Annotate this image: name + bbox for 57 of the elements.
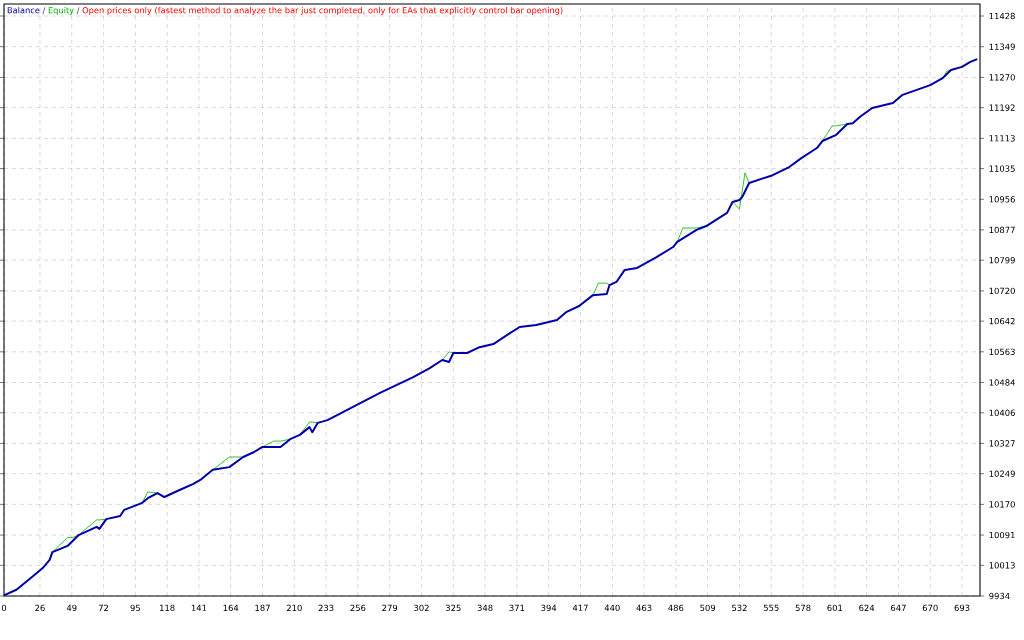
y-tick-label: 10956 bbox=[989, 196, 1015, 203]
x-tick-label: 49 bbox=[66, 604, 77, 612]
x-tick-label: 118 bbox=[160, 604, 175, 612]
x-tick-label: 417 bbox=[572, 604, 588, 611]
y-tick-label: 10720 bbox=[989, 287, 1015, 295]
x-tick-label: 187 bbox=[255, 604, 270, 612]
y-tick-label: 10249 bbox=[989, 470, 1015, 477]
y-tick-label: 10484 bbox=[989, 379, 1015, 386]
x-tick-label: 601 bbox=[827, 604, 843, 612]
x-tick-label: 440 bbox=[604, 604, 620, 612]
x-tick-label: 486 bbox=[668, 604, 684, 612]
annotation: / bbox=[76, 7, 80, 14]
x-tick-label: 0 bbox=[1, 604, 7, 612]
chart-title: Open prices only (fastest method to analyze the bar just completed, only for EAs that explicitly control bar opening) bbox=[82, 6, 563, 15]
y-tick-label: 11428 bbox=[989, 12, 1015, 20]
y-tick-label: 9934 bbox=[989, 592, 1010, 600]
y-tick-label: 10642 bbox=[989, 317, 1015, 325]
x-tick-label: 26 bbox=[35, 604, 45, 612]
x-tick-label: 624 bbox=[859, 604, 875, 612]
x-tick-label: 578 bbox=[795, 604, 811, 612]
y-tick-label: 11270 bbox=[989, 74, 1015, 81]
x-tick-label: 693 bbox=[954, 604, 970, 612]
x-tick-label: 509 bbox=[700, 604, 716, 612]
annotation: / bbox=[42, 7, 46, 14]
x-tick-label: 463 bbox=[636, 604, 652, 612]
x-tick-label: 72 bbox=[98, 604, 109, 611]
y-tick-label: 11113 bbox=[989, 135, 1015, 142]
y-tick-label: 10799 bbox=[989, 257, 1015, 264]
x-tick-label: 256 bbox=[350, 604, 366, 612]
x-tick-label: 371 bbox=[509, 604, 525, 612]
y-tick-label: 11349 bbox=[989, 43, 1015, 50]
text: Balance bbox=[7, 6, 40, 14]
y-tick-label: 10406 bbox=[989, 409, 1015, 416]
x-tick-label: 302 bbox=[414, 604, 429, 612]
y-tick-label: 10563 bbox=[989, 348, 1015, 355]
x-tick-label: 279 bbox=[382, 604, 398, 612]
y-tick-label: 11035 bbox=[989, 165, 1015, 172]
y-tick-label: 10327 bbox=[989, 440, 1015, 447]
y-tick-label: 10170 bbox=[989, 501, 1015, 508]
x-tick-label: 141 bbox=[191, 604, 207, 611]
line-series bbox=[4, 58, 979, 596]
x-tick-label: 647 bbox=[891, 604, 906, 612]
x-tick-label: 233 bbox=[318, 604, 334, 612]
x-tick-label: 325 bbox=[445, 604, 461, 612]
text: Equity bbox=[48, 6, 74, 15]
x-tick-label: 532 bbox=[732, 604, 747, 612]
x-tick-label: 555 bbox=[763, 604, 779, 611]
y-tick-label: 10877 bbox=[989, 226, 1015, 234]
y-tick-label: 11192 bbox=[989, 104, 1015, 111]
x-tick-label: 394 bbox=[541, 604, 557, 612]
y-tick-label: 10091 bbox=[989, 531, 1015, 539]
x-tick-label: 164 bbox=[223, 604, 239, 612]
y-tick-label: 10013 bbox=[989, 562, 1015, 569]
x-tick-label: 348 bbox=[477, 604, 493, 612]
x-tick-label: 95 bbox=[130, 604, 140, 612]
x-tick-label: 210 bbox=[286, 604, 302, 612]
x-tick-label: 670 bbox=[922, 604, 938, 612]
